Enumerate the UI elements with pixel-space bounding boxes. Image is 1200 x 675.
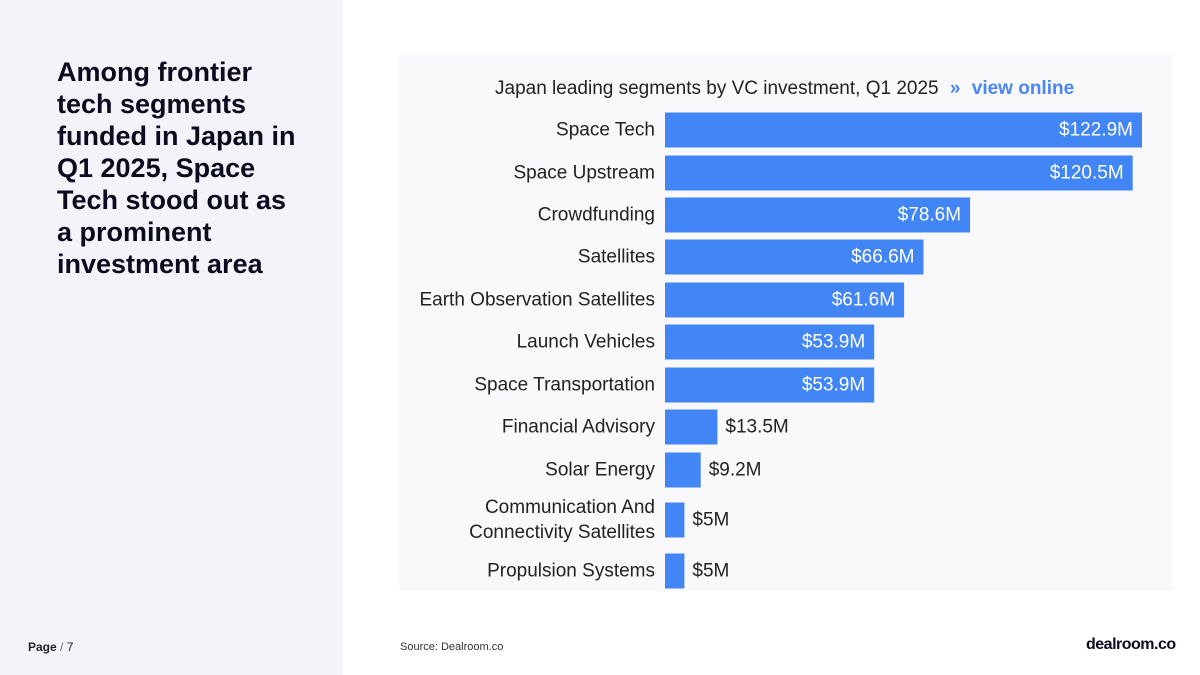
category-label: Space Tech <box>556 120 655 141</box>
value-label: $5M <box>692 510 729 531</box>
category-label: Propulsion Systems <box>487 561 655 582</box>
bar <box>665 367 875 403</box>
bar <box>665 452 701 488</box>
bar <box>665 282 905 318</box>
bar <box>665 324 875 360</box>
chevron-right-icon: » <box>949 78 961 99</box>
value-label: $5M <box>692 561 729 582</box>
page-number: 7 <box>66 640 74 654</box>
bar <box>665 409 718 445</box>
value-label: $122.9M <box>1059 120 1133 141</box>
category-label: Communication And Connectivity Satellites <box>469 497 655 543</box>
value-label: $61.6M <box>832 290 895 311</box>
value-label: $78.6M <box>898 205 961 226</box>
chart-title: Japan leading segments by VC investment,… <box>495 78 939 99</box>
page-footer: Page / 7 <box>28 640 73 654</box>
bar <box>665 553 685 589</box>
value-label: $13.5M <box>725 417 788 438</box>
bar <box>665 155 1133 191</box>
category-label: Launch Vehicles <box>517 332 655 353</box>
bar <box>665 197 971 233</box>
category-label: Space Transportation <box>474 375 655 396</box>
category-label: Earth Observation Satellites <box>419 290 655 311</box>
source-note: Source: Dealroom.co <box>400 641 504 653</box>
bar <box>665 502 685 538</box>
value-label: $9.2M <box>709 460 762 481</box>
value-label: $120.5M <box>1050 163 1124 184</box>
value-label: $53.9M <box>802 375 865 396</box>
category-label: Space Upstream <box>513 163 655 184</box>
value-label: $53.9M <box>802 332 865 353</box>
category-label: Satellites <box>578 247 655 268</box>
page-separator: / <box>60 640 64 654</box>
value-label: $66.6M <box>851 247 914 268</box>
category-label: Crowdfunding <box>538 205 655 226</box>
page-label: Page <box>28 640 57 654</box>
page-headline: Among frontier tech segments funded in J… <box>57 57 296 279</box>
bar <box>665 239 924 275</box>
bar <box>665 112 1142 148</box>
dealroom-logo: dealroom.co <box>1086 636 1176 653</box>
chart-title-row: Japan leading segments by VC investment,… <box>495 78 1074 100</box>
left-panel <box>0 0 343 675</box>
category-label: Financial Advisory <box>502 417 656 438</box>
category-label: Solar Energy <box>545 460 655 481</box>
view-online-link[interactable]: view online <box>971 78 1075 99</box>
